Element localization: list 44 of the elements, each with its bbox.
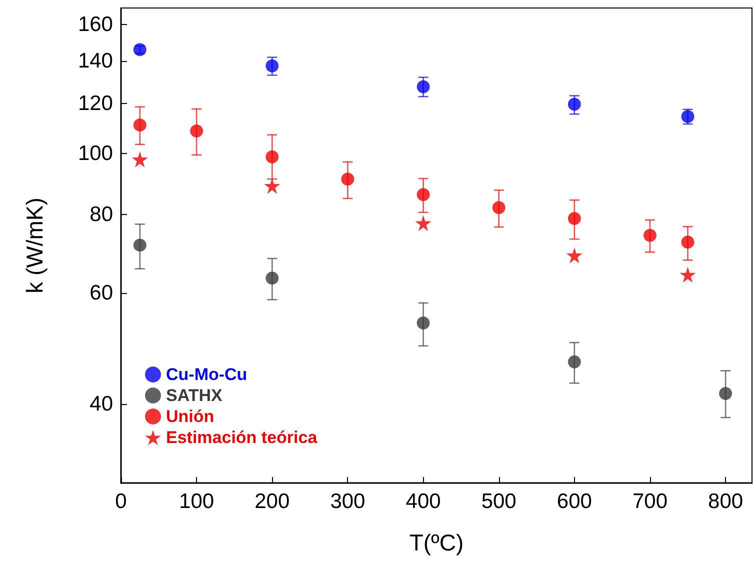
x-tick-label: 500 <box>481 490 516 513</box>
point <box>266 150 279 164</box>
x-axis-title: T(ºC) <box>409 530 464 556</box>
legend-label: Unión <box>166 407 214 426</box>
legend-label: Cu-Mo-Cu <box>166 365 248 384</box>
x-tick-label: 600 <box>556 490 592 513</box>
point <box>719 386 732 400</box>
y-tick-label: 160 <box>78 13 113 36</box>
x-tick-label: 300 <box>330 490 366 513</box>
point <box>643 228 656 242</box>
point <box>415 215 432 232</box>
point <box>680 266 696 283</box>
x-tick-label: 100 <box>179 490 214 513</box>
point <box>568 355 581 368</box>
x-tick-label: 400 <box>406 490 441 513</box>
point <box>416 316 430 330</box>
y-tick-label: 60 <box>90 282 113 305</box>
point <box>568 98 581 111</box>
x-tick-label: 0 <box>115 490 127 513</box>
x-tick-label: 800 <box>708 490 744 513</box>
legend-label: Estimación teórica <box>166 428 318 447</box>
point <box>264 178 280 194</box>
y-tick-label: 40 <box>90 392 113 416</box>
x-tick-label: 700 <box>632 490 668 513</box>
point <box>133 238 146 252</box>
y-tick-label: 140 <box>78 50 113 73</box>
point <box>133 118 146 132</box>
y-tick-label: 120 <box>78 92 113 115</box>
x-tick-label: 200 <box>254 490 290 513</box>
point <box>190 124 204 138</box>
point <box>266 59 279 72</box>
legend-label: SATHX <box>166 386 224 405</box>
point <box>566 247 582 264</box>
point <box>416 80 430 94</box>
y-tick-label: 100 <box>78 142 113 165</box>
y-axis-title: k (W/mK) <box>22 198 48 294</box>
point <box>266 272 279 285</box>
point <box>416 188 430 202</box>
point <box>492 201 506 214</box>
point <box>132 151 148 168</box>
point <box>568 212 581 226</box>
point <box>341 172 354 186</box>
point <box>681 236 694 249</box>
y-tick-label: 80 <box>90 202 113 226</box>
